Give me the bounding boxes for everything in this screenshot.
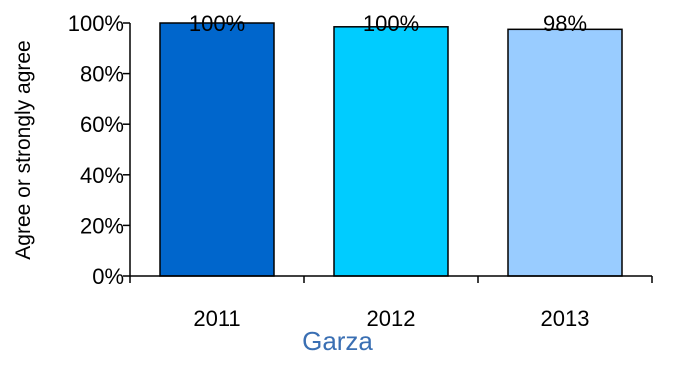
y-tick-label: 20% xyxy=(80,213,124,238)
y-tick-label: 60% xyxy=(80,112,124,137)
bar xyxy=(333,26,449,277)
bars xyxy=(159,22,623,277)
bar xyxy=(159,22,275,277)
bar xyxy=(507,28,623,277)
x-tick-label: 2013 xyxy=(541,306,590,331)
x-tick-label: 2011 xyxy=(193,306,240,331)
data-label: 98% xyxy=(543,11,587,36)
y-tick-label: 80% xyxy=(80,62,124,87)
y-axis-title: Agree or strongly agree xyxy=(12,40,35,259)
x-axis-title: Garza xyxy=(302,326,373,356)
y-axis-tick-labels: 0% 20% 40% 60% 80% 100% xyxy=(68,11,124,289)
y-axis-ticks xyxy=(123,22,130,277)
data-label: 100% xyxy=(363,11,419,36)
data-label: 100% xyxy=(189,11,245,36)
y-tick-label: 0% xyxy=(92,264,124,289)
y-tick-label: 40% xyxy=(80,163,124,188)
y-tick-label: 100% xyxy=(68,11,124,36)
x-tick-label: 2012 xyxy=(367,306,416,331)
data-labels: 100% 100% 98% xyxy=(189,11,587,36)
x-axis-tick-labels: 2011 2012 2013 xyxy=(193,306,589,331)
x-axis-ticks xyxy=(129,276,653,283)
